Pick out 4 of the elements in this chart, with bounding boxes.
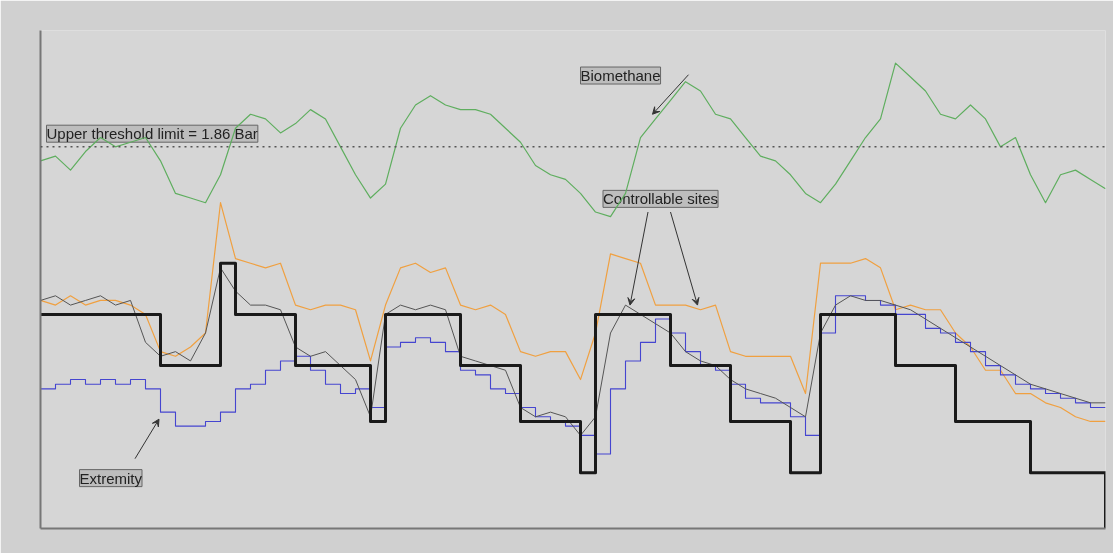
annotation: Upper threshold limit = 1.86 Bar [46,125,258,143]
annotation: Controllable sites [603,190,719,208]
annotation: Biomethane [580,67,661,85]
annotation: Extremity [79,469,143,487]
